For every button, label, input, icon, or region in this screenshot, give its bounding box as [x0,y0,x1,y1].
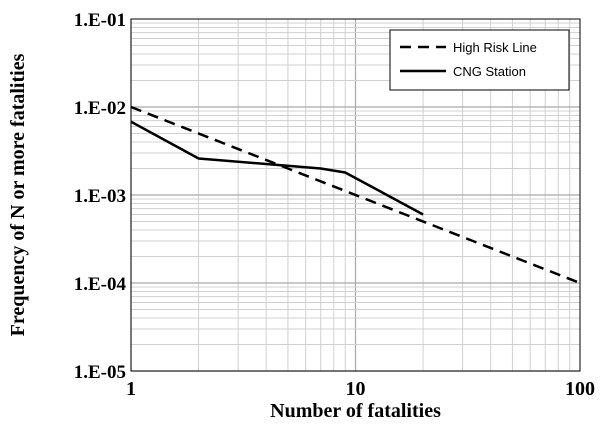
y-tick-label: 1.E-05 [74,362,126,383]
y-axis-title: Frequency of N or more fatalities [7,53,29,336]
legend-box [389,29,570,91]
tick-labels: 1.E-01 1.E-02 1.E-03 1.E-04 1.E-051 10 100 [74,10,595,400]
x-axis-title: Number of fatalities [270,400,441,422]
x-tick-label: 1 [126,378,136,400]
x-tick-label: 10 [346,378,366,400]
y-tick-label: 1.E-02 [74,98,126,119]
legend-label: High Risk Line [453,40,537,55]
series-layer [130,105,581,285]
x-tick-label: 100 [565,378,595,400]
y-tick-label: 1.E-03 [74,186,126,207]
legend-label: CNG Station [453,64,526,79]
y-tick-label: 1.E-04 [74,274,127,295]
y-tick-label: 1.E-01 [74,10,126,31]
plot-frame [130,18,581,372]
series-line-0 [130,105,581,285]
series-line-1 [130,120,424,216]
legend: High Risk Line CNG Station [389,29,570,91]
